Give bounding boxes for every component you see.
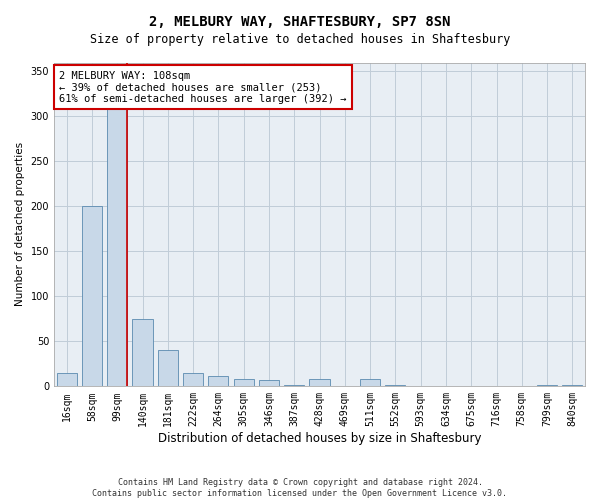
Bar — [360, 379, 380, 386]
Bar — [233, 379, 254, 386]
Y-axis label: Number of detached properties: Number of detached properties — [15, 142, 25, 306]
Bar — [259, 380, 279, 386]
Text: 2, MELBURY WAY, SHAFTESBURY, SP7 8SN: 2, MELBURY WAY, SHAFTESBURY, SP7 8SN — [149, 15, 451, 29]
Bar — [284, 384, 304, 386]
Bar — [310, 379, 329, 386]
Text: Size of property relative to detached houses in Shaftesbury: Size of property relative to detached ho… — [90, 32, 510, 46]
Text: Contains HM Land Registry data © Crown copyright and database right 2024.
Contai: Contains HM Land Registry data © Crown c… — [92, 478, 508, 498]
X-axis label: Distribution of detached houses by size in Shaftesbury: Distribution of detached houses by size … — [158, 432, 481, 445]
Bar — [133, 319, 152, 386]
Bar — [107, 90, 127, 387]
Text: 2 MELBURY WAY: 108sqm
← 39% of detached houses are smaller (253)
61% of semi-det: 2 MELBURY WAY: 108sqm ← 39% of detached … — [59, 70, 347, 104]
Bar — [183, 373, 203, 386]
Bar — [158, 350, 178, 386]
Bar — [56, 373, 77, 386]
Bar — [208, 376, 229, 386]
Bar — [537, 384, 557, 386]
Bar — [82, 206, 102, 386]
